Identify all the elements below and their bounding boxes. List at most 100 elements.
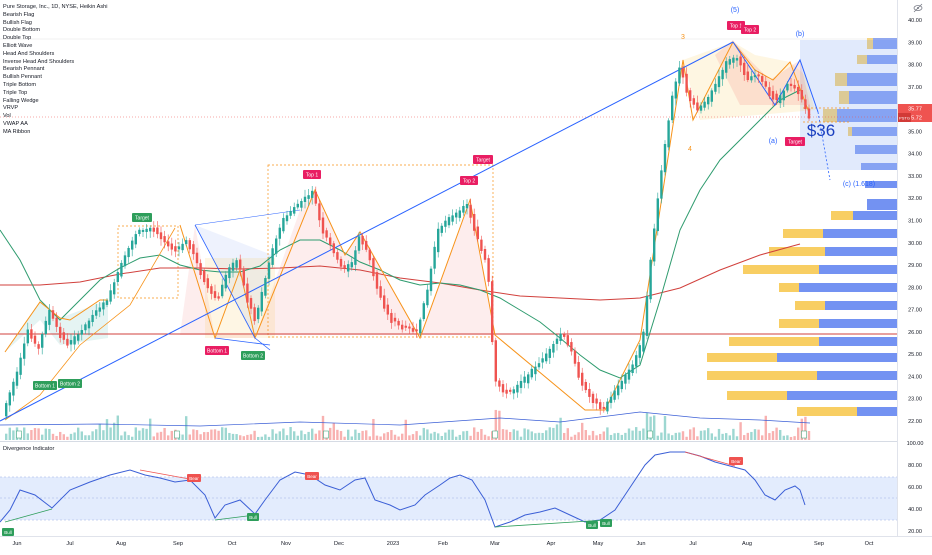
wave-a-label: (a) [769, 138, 778, 145]
vrvp-bar-blue [857, 407, 897, 416]
candle-body [102, 302, 105, 310]
pane-divider[interactable] [0, 441, 897, 442]
label-top1-mid[interactable]: Top 1 [303, 170, 321, 179]
candle-body [134, 234, 137, 245]
time-tick-label: Oct [865, 541, 874, 547]
vrvp-value-area [800, 40, 897, 170]
candle-body [735, 58, 739, 61]
candle-body [44, 320, 47, 335]
price-tick-label: 30.00 [908, 241, 922, 247]
volume-bar [548, 427, 551, 440]
label-top1-right[interactable]: Top 1 [727, 21, 745, 30]
indicator-item[interactable]: VRVP [3, 105, 19, 112]
bear-label-3[interactable]: Bear [729, 457, 743, 465]
volume-bar [527, 429, 530, 440]
indicator-item[interactable]: Bullish Flag [3, 19, 32, 26]
volume-bar [30, 430, 33, 440]
volume-bar [483, 434, 487, 440]
earnings-marker[interactable] [16, 430, 22, 439]
price-tick-label: 27.00 [908, 308, 922, 314]
candle-body [221, 284, 224, 297]
candle-body [80, 330, 83, 335]
volume-bar [703, 430, 706, 440]
candle-body [609, 396, 613, 403]
volume-bar [609, 434, 613, 440]
earnings-marker[interactable] [647, 430, 653, 439]
volume-bar [192, 429, 195, 440]
wave-c-projection [817, 111, 831, 181]
label-bottom2-left[interactable]: Bottom 2 [58, 379, 82, 388]
bull-label-3[interactable]: Bull [586, 521, 598, 529]
indicator-item[interactable]: VWAP AA [3, 120, 28, 127]
bear-label-2[interactable]: Bear [305, 472, 319, 480]
indicator-item[interactable]: MA Ribbon [3, 128, 31, 135]
event-markers[interactable] [16, 430, 807, 439]
volume-bar [253, 430, 256, 440]
indicator-item[interactable]: Triple Top [3, 89, 28, 96]
vwap-line [4, 227, 176, 421]
vrvp-bar-yellow [707, 353, 777, 362]
candle-body [631, 364, 634, 374]
label-top2-right[interactable]: Top 2 [741, 25, 759, 34]
label-top2-mid[interactable]: Top 2 [460, 176, 478, 185]
bull-label-4[interactable]: Bull [600, 519, 612, 527]
svg-text:Top 1: Top 1 [730, 24, 742, 30]
time-tick-label: Mar [490, 541, 500, 547]
indicator-item[interactable]: Vol [3, 113, 11, 120]
time-axis[interactable]: Jun Jul Aug Sep Oct Nov Dec 2023 Feb Mar Apr May Jun… [12, 541, 873, 547]
volume-bar [613, 433, 616, 440]
symbol-title[interactable]: Pure Storage, Inc., 1D, NYSE, Heikin Ash… [3, 4, 108, 10]
bull-label-1[interactable]: Bull [2, 528, 14, 536]
volume-bar [37, 428, 40, 440]
eye-slash-icon[interactable] [913, 3, 923, 13]
trendline-long[interactable] [0, 41, 734, 422]
earnings-marker[interactable] [492, 430, 498, 439]
volume-bar [264, 434, 267, 440]
indicator-item[interactable]: Head And Shoulders [3, 50, 55, 57]
indicator-item[interactable]: Bearish Flag [3, 11, 35, 18]
earnings-marker[interactable] [323, 430, 329, 439]
volume-bar [149, 418, 152, 440]
volume-bar [350, 436, 353, 440]
candle-body [210, 286, 213, 294]
indicator-item[interactable]: Elliott Wave [3, 42, 33, 49]
vrvp-bar-blue [777, 353, 897, 362]
volume-bar [120, 435, 123, 440]
candle-body [429, 268, 433, 292]
vrvp-bar-blue [853, 211, 897, 220]
time-tick-label: Aug [742, 541, 752, 547]
time-tick-label: Jun [12, 541, 21, 547]
bear-label-1[interactable]: Bear [187, 474, 201, 482]
label-target-right[interactable]: Target [785, 137, 805, 146]
candle-body [141, 229, 145, 232]
indicator-item[interactable]: Double Bottom [3, 27, 41, 34]
bull-label-2[interactable]: Bull [247, 513, 259, 521]
indicator-item[interactable]: Bullish Pennant [3, 74, 42, 81]
candle-body [411, 328, 415, 332]
candle-body [746, 71, 749, 81]
label-target-mid[interactable]: Target [473, 155, 493, 164]
indicator-item[interactable]: Triple Bottom [3, 81, 37, 88]
time-tick-label: Feb [438, 541, 448, 547]
vrvp-bar-yellow [779, 319, 819, 328]
volume-bar [717, 428, 721, 440]
label-bottom2-mid[interactable]: Bottom 2 [241, 351, 265, 360]
label-bottom1-left[interactable]: Bottom 1 [33, 381, 57, 390]
oscillator-axis[interactable]: 100.00 80.00 60.00 40.00 20.00 [907, 441, 924, 535]
earnings-marker[interactable] [801, 430, 807, 439]
indicator-item[interactable]: Double Top [3, 35, 32, 42]
candle-body [721, 69, 724, 80]
volume-bar [239, 435, 242, 440]
candle-body [195, 252, 199, 264]
indicator-item[interactable]: Falling Wedge [3, 97, 39, 104]
candle-body [419, 319, 422, 334]
symbol-tag: PSTG [898, 113, 911, 122]
candle-body [537, 363, 541, 368]
indicator-item[interactable]: Inverse Head And Shoulders [3, 58, 75, 65]
earnings-marker[interactable] [174, 430, 180, 439]
label-target-left[interactable]: Target [132, 213, 152, 222]
indicator-item[interactable]: Bearish Pennant [3, 66, 45, 73]
label-bottom1-mid[interactable]: Bottom 1 [205, 346, 229, 355]
